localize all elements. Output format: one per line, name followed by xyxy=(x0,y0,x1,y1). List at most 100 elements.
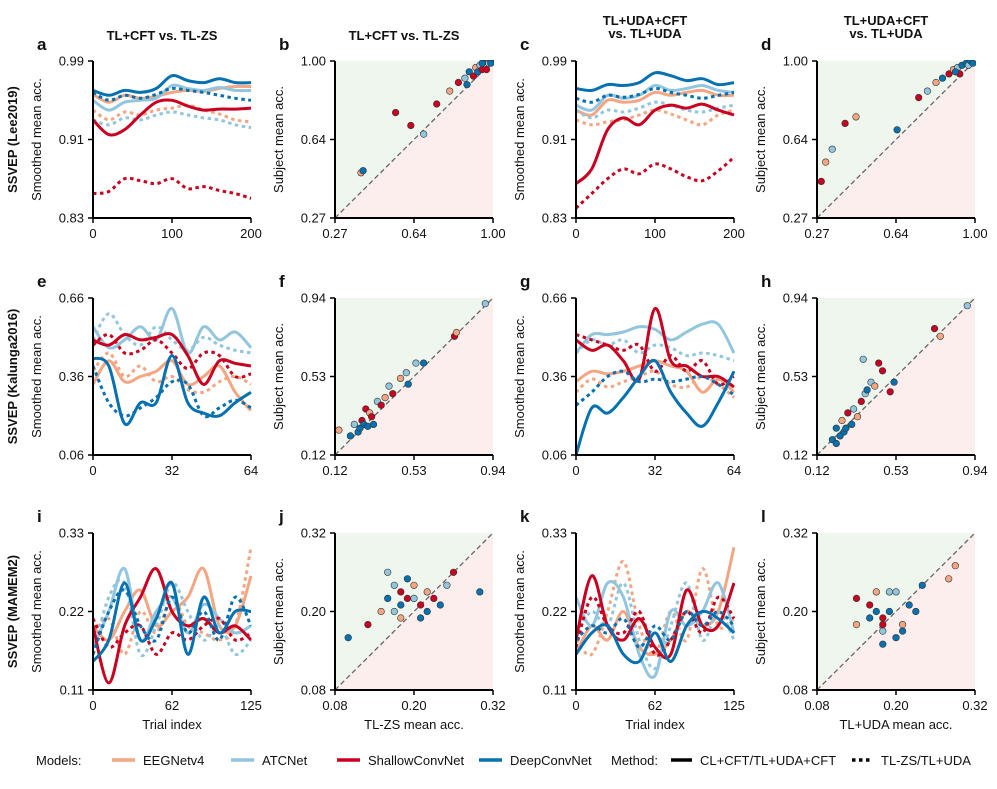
y-tick-label: 0.91 xyxy=(59,132,84,147)
x-tick-label: 1.00 xyxy=(962,226,987,241)
x-tick-label: 0 xyxy=(572,698,579,713)
legend-label-atcnet: ATCNet xyxy=(262,753,308,768)
legend-method-label-solid: CL+CFT/TL+UDA+CFT xyxy=(700,753,836,768)
column-title: vs. TL+UDA xyxy=(849,26,923,41)
scatter-points xyxy=(852,562,959,648)
x-tick-label: 125 xyxy=(240,698,262,713)
line-series-group xyxy=(576,546,735,679)
y-tick-label: 0.36 xyxy=(59,369,84,384)
x-tick-label: 0 xyxy=(572,463,579,478)
panel-j: j 0.08 0.20 0.32 0.08 0.20 0.32 Subject mean ac… xyxy=(271,507,506,732)
scatter-point xyxy=(420,130,428,138)
y-tick-label: 0.08 xyxy=(301,683,326,698)
line-series-group xyxy=(93,306,252,427)
scatter-point xyxy=(945,575,953,583)
scatter-points xyxy=(335,300,489,440)
y-axis-label: Smoothed mean acc. xyxy=(512,550,527,673)
y-axis-label: Subject mean acc. xyxy=(753,323,768,430)
scatter-point xyxy=(481,300,489,308)
x-tick-label: 0 xyxy=(89,698,96,713)
series-line-atcnet-solid xyxy=(93,83,252,112)
y-tick-label: 0.22 xyxy=(59,604,84,619)
legend-label-eegnetv4: EEGNetv4 xyxy=(143,753,204,768)
panel-b: b 0.27 0.64 1.00 0.27 0.64 1.00 Subject mean ac… xyxy=(271,35,506,241)
series-line-atcnet-solid xyxy=(576,580,735,679)
series-line-deepconvnet-dotted xyxy=(93,365,252,419)
scatter-point xyxy=(403,575,412,583)
scatter-point xyxy=(885,588,894,596)
y-axis-label: Subject mean acc. xyxy=(271,86,286,193)
series-line-deepconvnet-dotted xyxy=(93,86,252,102)
scatter-point xyxy=(396,374,405,383)
panels-layer: a 0 100 200 0.83 0.91 0.99 Smoothed mean acc. b 0… xyxy=(29,35,988,732)
series-line-deepconvnet-dotted xyxy=(576,86,735,104)
y-tick-label: 0.32 xyxy=(783,526,808,541)
scatter-point xyxy=(844,409,852,417)
legend-models-title: Models: xyxy=(36,753,82,768)
panel-d: d 0.27 0.64 1.00 0.27 0.64 1.00 Subject mean ac… xyxy=(753,35,988,241)
series-line-shallowconvnet-dotted xyxy=(93,333,252,379)
scatter-point xyxy=(951,68,960,76)
y-tick-label: 0.11 xyxy=(60,683,84,698)
scatter-point xyxy=(912,607,920,616)
y-tick-label: 0.36 xyxy=(542,369,567,384)
series-line-shallowconvnet-dotted xyxy=(576,156,735,210)
row-label: SSVEP (Kalunga2016) xyxy=(5,309,20,445)
scatter-point xyxy=(852,594,861,603)
series-line-eegnetv4-dotted xyxy=(576,108,735,127)
y-tick-label: 0.66 xyxy=(59,291,84,306)
scatter-point xyxy=(407,121,415,130)
series-line-deepconvnet-solid xyxy=(576,71,735,93)
series-line-eegnetv4-solid xyxy=(93,359,252,412)
series-line-atcnet-dotted xyxy=(93,110,252,130)
scatter-point xyxy=(436,601,444,609)
scatter-point xyxy=(385,382,393,390)
line-series-group xyxy=(93,547,252,685)
x-tick-label: 0.53 xyxy=(401,463,426,478)
legend-method-title: Method: xyxy=(611,753,658,768)
y-tick-label: 0.27 xyxy=(783,211,808,226)
scatter-point xyxy=(915,93,923,102)
y-tick-label: 0.20 xyxy=(301,604,326,619)
identity-diagonal xyxy=(334,297,494,456)
identity-diagonal xyxy=(334,532,494,691)
y-tick-label: 0.94 xyxy=(783,291,808,306)
panel-letter: l xyxy=(761,507,766,526)
region-below-diagonal xyxy=(817,61,975,218)
scatter-point xyxy=(930,325,939,333)
titles-layer: TL+CFT vs. TL-ZS TL+CFT vs. TL-ZS TL+UDA+C… xyxy=(5,13,928,668)
scatter-point xyxy=(838,416,846,425)
panel-letter: k xyxy=(520,507,530,526)
column-title: TL+UDA+CFT xyxy=(844,13,929,28)
panel-i: i 0 62 125 0.11 0.22 0.33 Smoothed mean acc. Tri… xyxy=(29,507,262,732)
scatter-point xyxy=(875,359,883,367)
x-tick-label: 0.12 xyxy=(322,463,347,478)
line-series-group xyxy=(576,71,735,210)
scatter-point xyxy=(364,422,372,430)
y-tick-label: 0.99 xyxy=(59,54,84,69)
panel-f: f 0.12 0.53 0.94 0.12 0.53 0.94 Subject mean ac… xyxy=(271,272,506,478)
x-tick-label: 0 xyxy=(89,226,96,241)
x-tick-label: 0.20 xyxy=(401,698,426,713)
y-tick-label: 0.22 xyxy=(542,604,567,619)
scatter-point xyxy=(397,601,405,609)
y-tick-label: 0.64 xyxy=(783,132,808,147)
scatter-point xyxy=(832,424,840,432)
y-axis-label: Smoothed mean acc. xyxy=(512,315,527,438)
y-tick-label: 0.94 xyxy=(301,291,326,306)
scatter-point xyxy=(832,439,840,448)
y-tick-label: 0.06 xyxy=(542,448,567,463)
scatter-point xyxy=(384,594,392,603)
scatter-point xyxy=(423,607,431,616)
y-axis-label: Subject mean acc. xyxy=(271,323,286,430)
x-tick-label: 64 xyxy=(244,463,258,478)
scatter-point xyxy=(871,382,879,390)
x-tick-label: 64 xyxy=(727,463,741,478)
scatter-point xyxy=(857,397,865,406)
scatter-point xyxy=(397,614,405,622)
scatter-point xyxy=(872,607,880,616)
scatter-point xyxy=(403,594,412,603)
identity-diagonal xyxy=(816,297,976,456)
scatter-point xyxy=(879,614,887,622)
